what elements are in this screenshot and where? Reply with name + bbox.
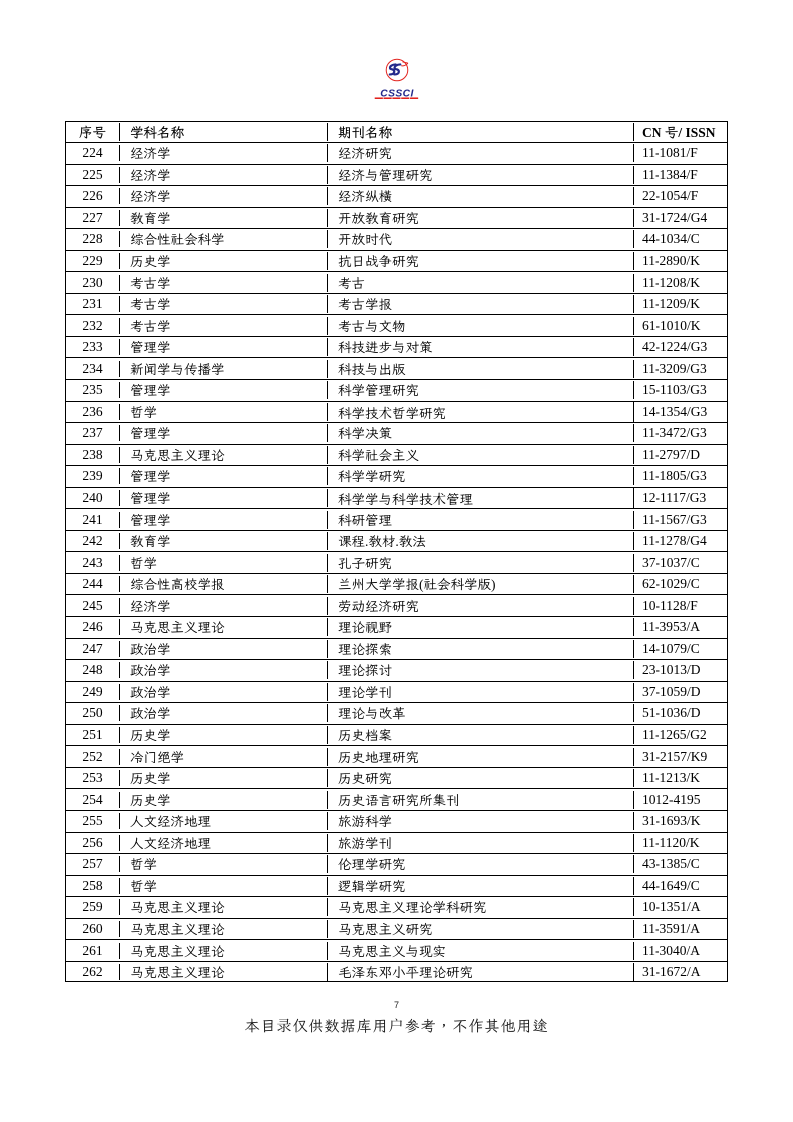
svg-text:CSSCI: CSSCI [380, 88, 414, 99]
